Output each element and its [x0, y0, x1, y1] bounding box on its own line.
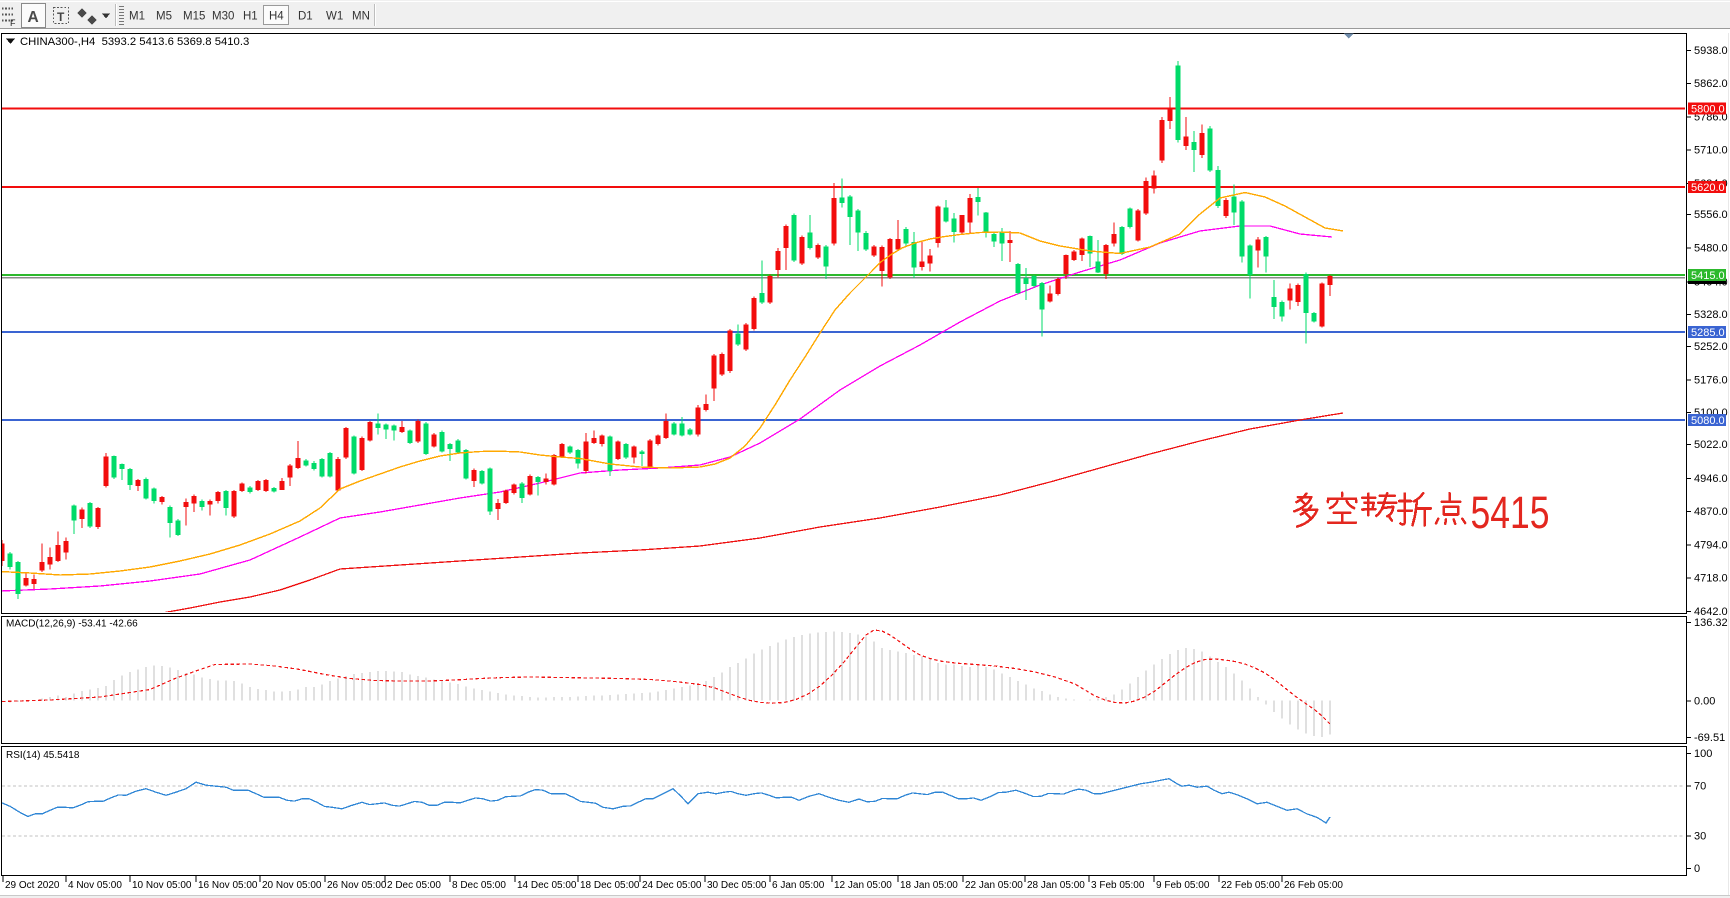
svg-text:5415.0: 5415.0 [1691, 270, 1725, 282]
svg-text:0: 0 [1694, 863, 1700, 875]
svg-text:6 Jan 05:00: 6 Jan 05:00 [772, 880, 825, 891]
svg-text:MN: MN [352, 11, 370, 23]
svg-text:M1: M1 [129, 11, 145, 23]
svg-text:RSI(14) 45.5418: RSI(14) 45.5418 [6, 750, 80, 761]
svg-text:5285.0: 5285.0 [1691, 327, 1725, 339]
svg-text:5080.0: 5080.0 [1691, 415, 1725, 427]
svg-text:4 Nov 05:00: 4 Nov 05:00 [68, 880, 122, 891]
svg-text:A: A [28, 9, 39, 26]
svg-text:H1: H1 [243, 11, 258, 23]
svg-text:5862.0: 5862.0 [1694, 78, 1728, 90]
svg-text:5022.0: 5022.0 [1694, 439, 1728, 451]
svg-text:18 Dec 05:00: 18 Dec 05:00 [580, 880, 640, 891]
svg-text:9 Feb 05:00: 9 Feb 05:00 [1156, 880, 1210, 891]
svg-text:30 Dec 05:00: 30 Dec 05:00 [707, 880, 767, 891]
svg-text:29 Oct 2020: 29 Oct 2020 [5, 880, 60, 891]
svg-text:5415: 5415 [1471, 487, 1550, 538]
svg-text:70: 70 [1694, 781, 1706, 793]
svg-text:4870.0: 4870.0 [1694, 506, 1728, 518]
svg-text:CHINA300-,H4 5393.2 5413.6 53: CHINA300-,H4 5393.2 5413.6 5369.8 5410.3 [20, 36, 249, 48]
svg-text:H4: H4 [269, 11, 284, 23]
svg-text:14 Dec 05:00: 14 Dec 05:00 [517, 880, 577, 891]
svg-text:5480.0: 5480.0 [1694, 243, 1728, 255]
svg-text:MACD(12,26,9) -53.41 -42.66: MACD(12,26,9) -53.41 -42.66 [6, 619, 138, 630]
svg-text:W1: W1 [326, 11, 343, 23]
svg-text:30: 30 [1694, 830, 1706, 842]
svg-text:4642.0: 4642.0 [1694, 606, 1728, 618]
svg-text:M5: M5 [156, 11, 172, 23]
svg-text:M15: M15 [183, 11, 205, 23]
svg-text:24 Dec 05:00: 24 Dec 05:00 [642, 880, 702, 891]
svg-text:0.00: 0.00 [1694, 696, 1715, 708]
svg-text:5710.0: 5710.0 [1694, 145, 1728, 157]
svg-text:18 Jan 05:00: 18 Jan 05:00 [900, 880, 958, 891]
svg-text:5252.0: 5252.0 [1694, 341, 1728, 353]
svg-text:8 Dec 05:00: 8 Dec 05:00 [452, 880, 506, 891]
svg-text:3 Feb 05:00: 3 Feb 05:00 [1091, 880, 1145, 891]
svg-text:12 Jan 05:00: 12 Jan 05:00 [834, 880, 892, 891]
svg-text:M30: M30 [212, 11, 234, 23]
svg-text:4794.0: 4794.0 [1694, 539, 1728, 551]
svg-text:28 Jan 05:00: 28 Jan 05:00 [1027, 880, 1085, 891]
svg-text:5328.0: 5328.0 [1694, 309, 1728, 321]
svg-text:2 Dec 05:00: 2 Dec 05:00 [387, 880, 441, 891]
svg-text:22 Jan 05:00: 22 Jan 05:00 [965, 880, 1023, 891]
svg-text:F: F [10, 18, 16, 28]
svg-text:136.32: 136.32 [1694, 617, 1728, 629]
svg-text:5938.0: 5938.0 [1694, 45, 1728, 57]
svg-text:26 Nov 05:00: 26 Nov 05:00 [327, 880, 387, 891]
svg-text:10 Nov 05:00: 10 Nov 05:00 [132, 880, 192, 891]
svg-text:D1: D1 [298, 11, 313, 23]
svg-text:100: 100 [1694, 748, 1712, 760]
svg-text:16 Nov 05:00: 16 Nov 05:00 [198, 880, 258, 891]
svg-text:5800.0: 5800.0 [1691, 103, 1725, 115]
svg-text:20 Nov 05:00: 20 Nov 05:00 [262, 880, 322, 891]
svg-text:4718.0: 4718.0 [1694, 573, 1728, 585]
svg-text:-69.51: -69.51 [1694, 732, 1725, 744]
svg-text:T: T [57, 10, 65, 24]
svg-text:4946.0: 4946.0 [1694, 473, 1728, 485]
svg-text:5620.0: 5620.0 [1691, 182, 1725, 194]
svg-text:5176.0: 5176.0 [1694, 374, 1728, 386]
svg-text:22 Feb 05:00: 22 Feb 05:00 [1221, 880, 1280, 891]
svg-text:5556.0: 5556.0 [1694, 209, 1728, 221]
svg-text:26 Feb 05:00: 26 Feb 05:00 [1284, 880, 1343, 891]
